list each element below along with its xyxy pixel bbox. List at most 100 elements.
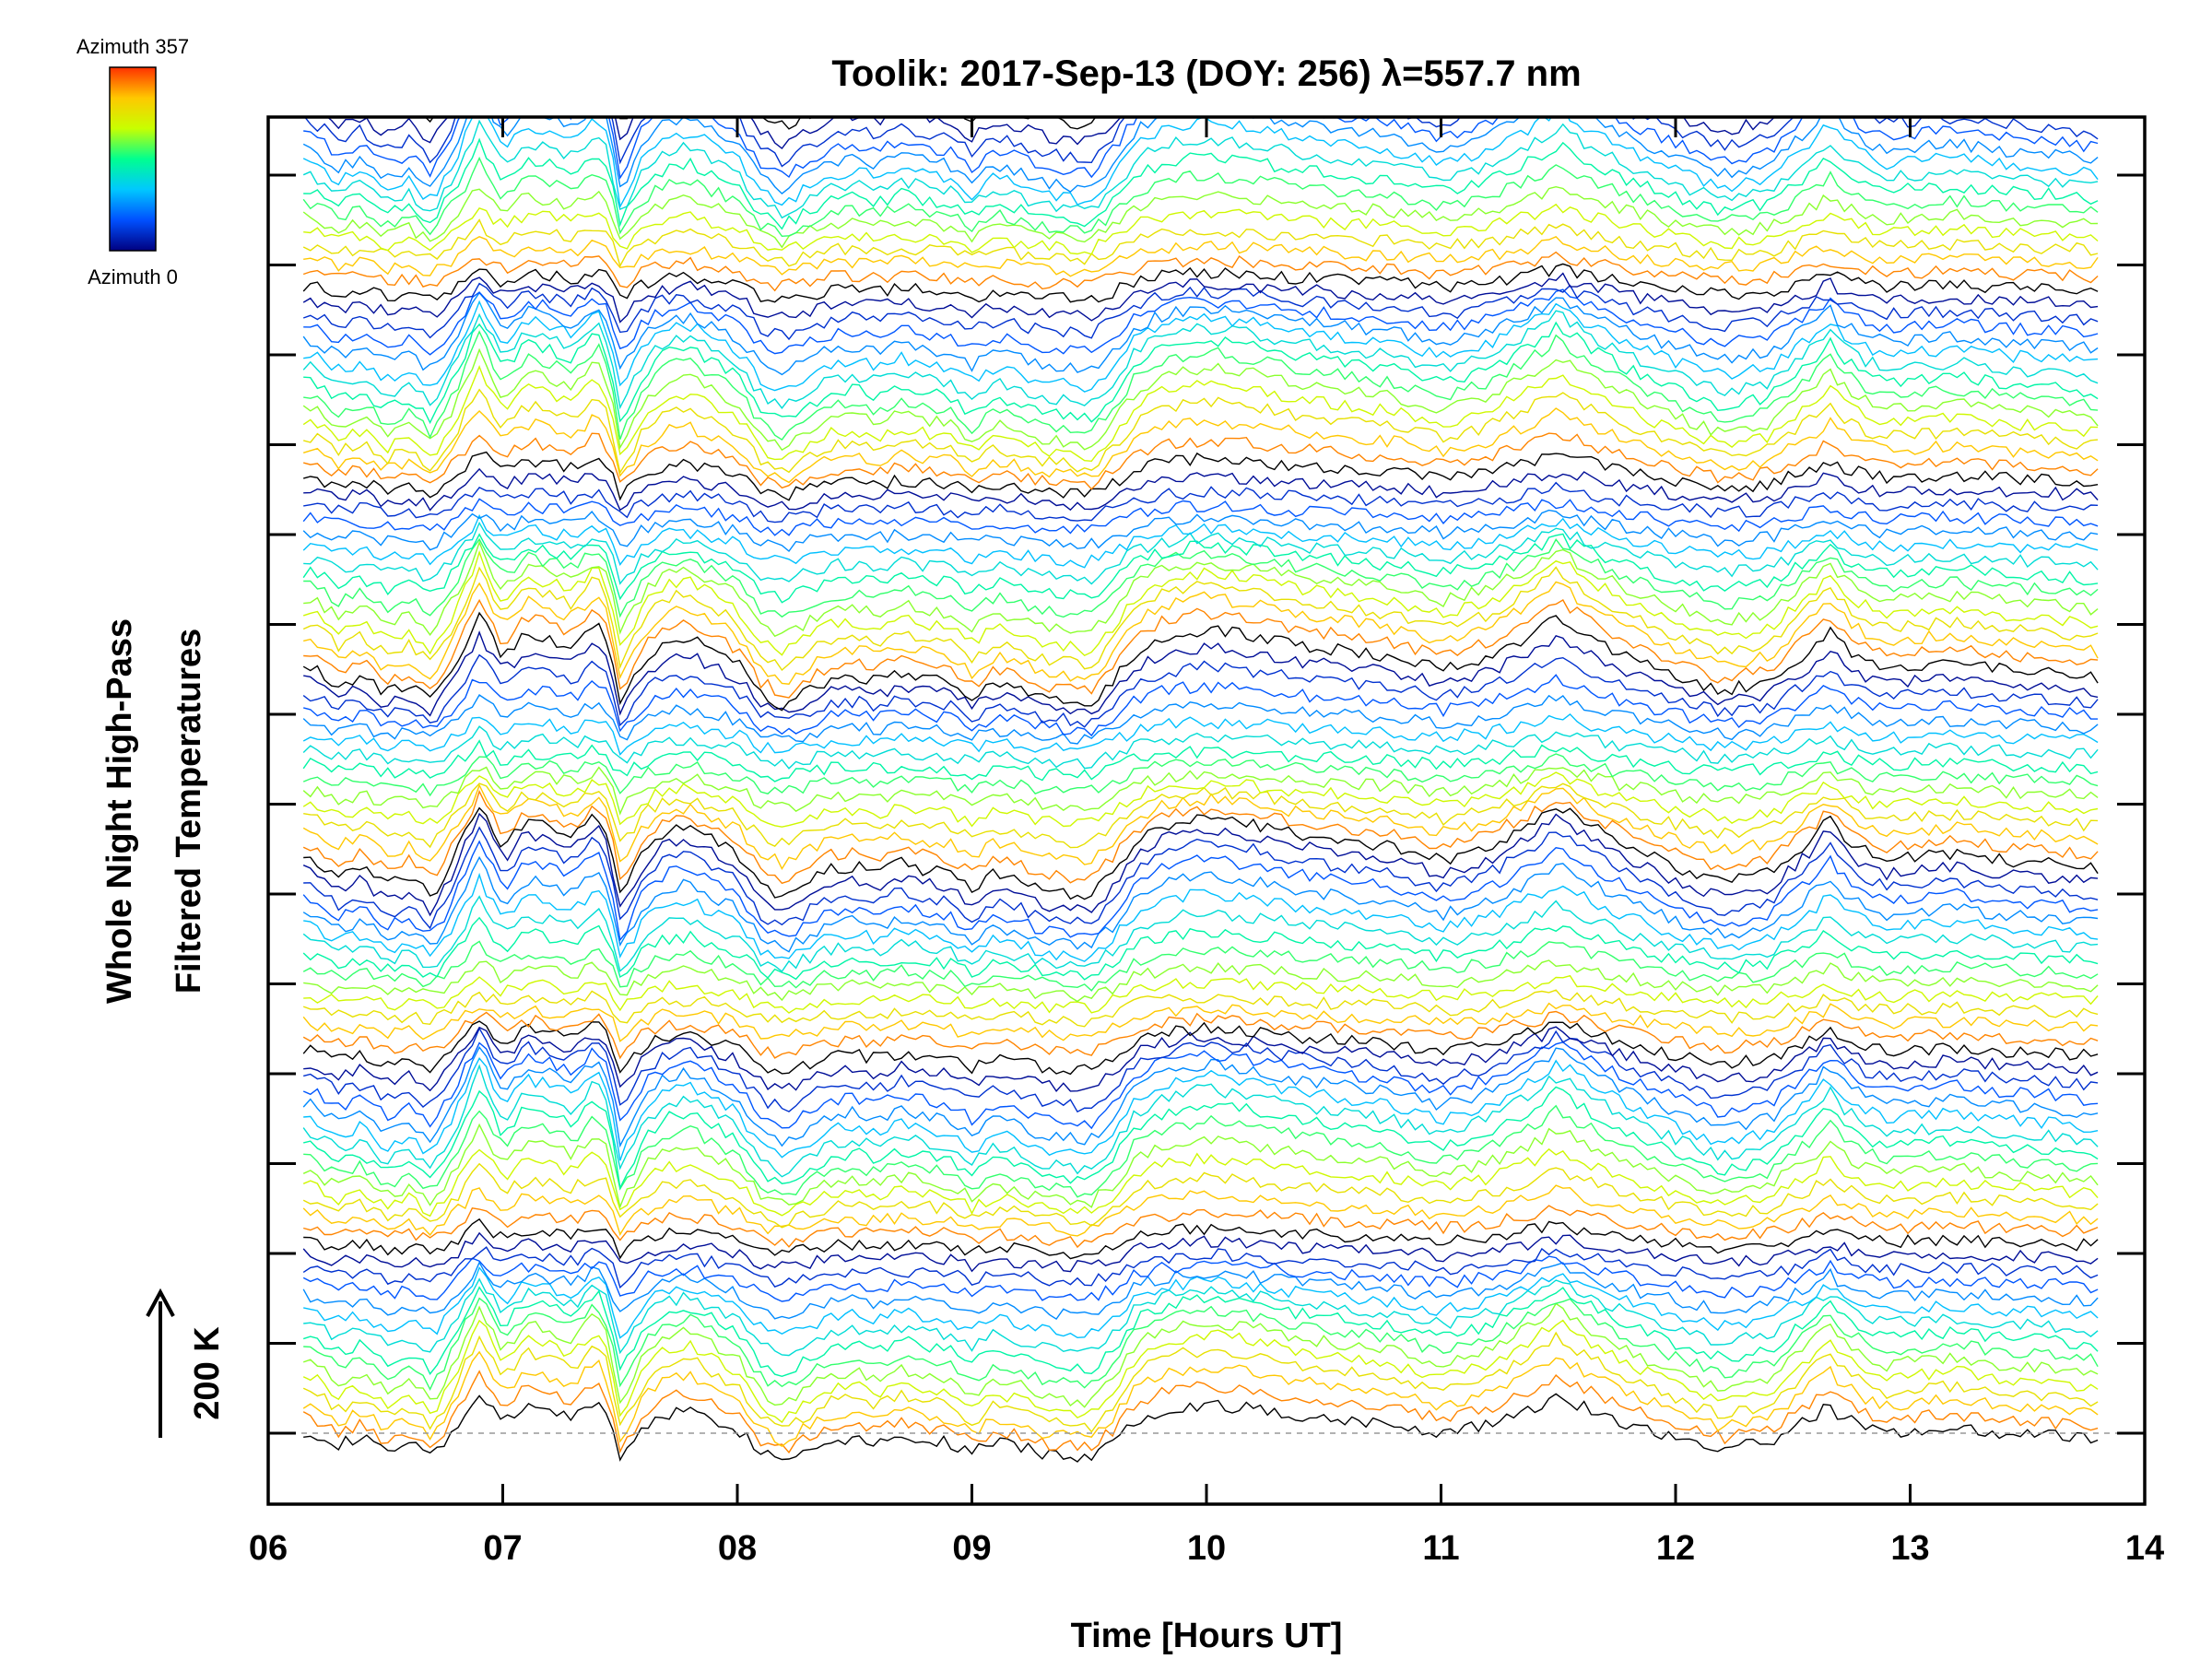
series-line	[302, 407, 2099, 484]
series-line	[302, 1041, 2099, 1130]
series-line	[302, 1370, 2099, 1454]
series-line	[302, 1286, 2099, 1378]
series-line	[303, 629, 2099, 717]
x-tick-label: 09	[952, 1529, 991, 1568]
colorbar	[109, 66, 157, 252]
series-line	[302, 789, 2099, 885]
series-line	[302, 895, 2099, 973]
x-tick-label: 07	[483, 1529, 522, 1568]
y-axis-ticks	[268, 173, 2145, 1435]
y-axis-label-line2: Filtered Temperatures	[170, 629, 208, 994]
series-line	[302, 498, 2099, 536]
series-line	[303, 1086, 2099, 1191]
series-line	[303, 537, 2099, 618]
series-line	[303, 1026, 2099, 1093]
series-line	[303, 806, 2099, 900]
series-line	[302, 712, 2099, 756]
series-line	[303, 300, 2099, 393]
series-line	[302, 1246, 2099, 1289]
series-line	[302, 1162, 2099, 1229]
series-line	[302, 725, 2099, 770]
series-line	[303, 872, 2099, 962]
series-line	[302, 1002, 2099, 1042]
series-line	[302, 771, 2099, 828]
series-line	[302, 185, 2099, 249]
series-line	[302, 1123, 2099, 1209]
series-line	[302, 218, 2099, 268]
series-line	[303, 1297, 2099, 1392]
series-line	[302, 766, 2099, 816]
series-line	[302, 1331, 2099, 1433]
x-axis-label: Time [Hours UT]	[1071, 1617, 1343, 1655]
series-line	[302, 251, 2099, 292]
scale-bar-label: 200 K	[188, 1326, 227, 1420]
series-line	[302, 783, 2099, 871]
series-line	[303, 203, 2099, 255]
series-line	[302, 812, 2099, 917]
x-tick-label: 06	[249, 1529, 288, 1568]
series-line	[302, 533, 2099, 604]
series-line	[302, 1010, 2099, 1060]
x-tick-label: 13	[1890, 1529, 1929, 1568]
series-line	[303, 1277, 2099, 1357]
series-line	[302, 566, 2099, 672]
series-line	[302, 653, 2099, 728]
colorbar-min-label: Azimuth 0	[88, 265, 178, 288]
series-line	[302, 282, 2099, 341]
series-line	[303, 782, 2099, 849]
series-line	[303, 598, 2099, 699]
x-tick-label: 10	[1187, 1529, 1226, 1568]
series-line	[302, 1020, 2099, 1076]
series-line	[303, 1393, 2099, 1463]
series-line	[303, 235, 2099, 277]
x-tick-label: 11	[1422, 1529, 1459, 1568]
series-line	[303, 521, 2099, 585]
series-line	[303, 330, 2099, 441]
series-line	[303, 1266, 2099, 1339]
series-lines	[302, 6, 2099, 1463]
series-line	[303, 321, 2099, 425]
series-line	[303, 467, 2099, 512]
x-tick-label: 14	[2125, 1529, 2164, 1568]
series-line	[302, 1147, 2099, 1218]
series-line	[302, 611, 2099, 712]
series-line	[302, 1064, 2099, 1178]
series-line	[302, 117, 2099, 209]
series-line	[302, 364, 2099, 463]
series-line	[302, 753, 2099, 797]
series-line	[302, 1302, 2099, 1408]
series-line	[302, 1045, 2099, 1148]
series-line	[302, 989, 2099, 1028]
series-line	[303, 451, 2099, 501]
series-line	[302, 156, 2099, 238]
series-line	[303, 1218, 2099, 1260]
scale-bar-arrow-icon	[146, 1288, 175, 1317]
series-line	[303, 540, 2099, 638]
series-line	[302, 1231, 2099, 1273]
series-line	[302, 1255, 2099, 1302]
series-line	[302, 272, 2099, 324]
series-line	[302, 1261, 2099, 1321]
series-line	[302, 549, 2099, 657]
series-line	[302, 263, 2099, 303]
series-line	[302, 1184, 2099, 1237]
series-line	[303, 974, 2099, 1014]
series-line	[302, 1350, 2099, 1448]
series-line	[303, 674, 2099, 737]
series-line	[302, 291, 2099, 376]
series-line	[303, 432, 2099, 490]
series-line	[303, 388, 2099, 475]
series-line	[302, 739, 2099, 782]
colorbar-max-label: Azimuth 357	[76, 35, 189, 58]
series-line	[303, 1027, 2099, 1113]
x-tick-label: 08	[718, 1529, 757, 1568]
series-line	[302, 117, 2099, 195]
series-line	[303, 6, 2098, 43]
x-tick-label: 12	[1656, 1529, 1695, 1568]
series-line	[303, 826, 2099, 930]
series-line	[302, 916, 2099, 981]
x-axis-ticks: 06 07 08 09 10 11 12 13 14	[249, 117, 2164, 1568]
series-line	[302, 513, 2099, 569]
series-line	[303, 959, 2099, 1003]
